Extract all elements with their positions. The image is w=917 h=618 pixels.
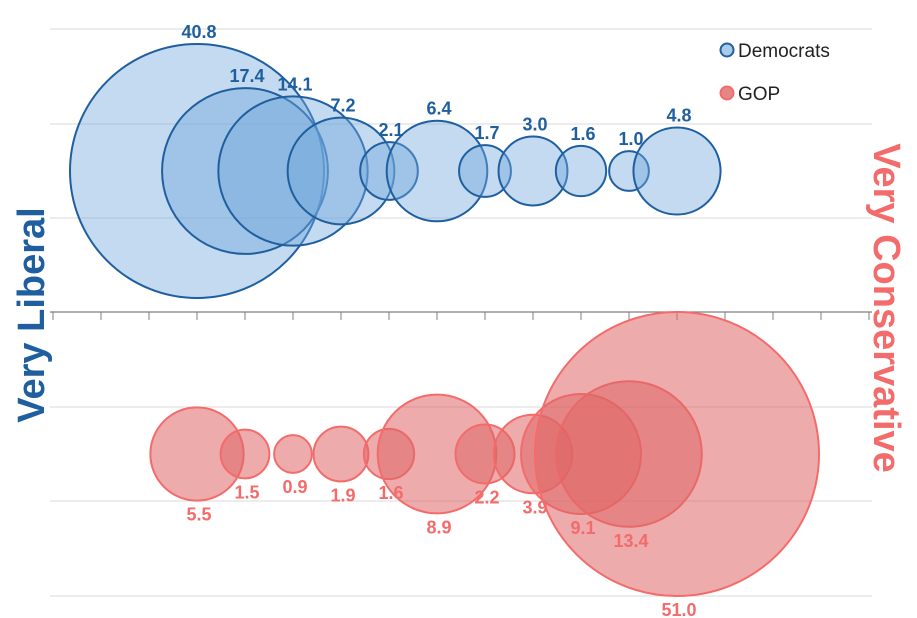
gop-value-label: 1.6 <box>378 483 403 503</box>
gop-value-label: 13.4 <box>613 531 648 551</box>
democrats-bubble <box>608 150 650 192</box>
gop-bubble <box>219 428 271 480</box>
democrats-bubble <box>385 119 489 223</box>
democrats-value-label: 7.2 <box>330 96 355 116</box>
gop-value-label: 9.1 <box>570 518 595 538</box>
value-labels: 40.8 17.4 14.1 7.2 2.1 6.4 1.7 3.0 1.6 1.0 4.8 5.5 1… <box>181 22 696 618</box>
democrats-value-label: 2.1 <box>378 120 403 140</box>
gop-value-label: 0.9 <box>282 477 307 497</box>
gop-value-label: 1.5 <box>234 482 259 502</box>
gop-value-label: 51.0 <box>661 600 696 618</box>
democrats-bubble <box>286 116 396 226</box>
gop-value-label: 5.5 <box>186 505 211 525</box>
democrats-value-label: 6.4 <box>426 99 451 119</box>
legend-marker-gop <box>719 85 735 101</box>
legend-label-gop: GOP <box>738 84 780 105</box>
democrats-value-label: 17.4 <box>229 66 264 86</box>
gop-value-label: 2.2 <box>474 487 499 507</box>
legend-label-democrats: Democrats <box>738 41 830 62</box>
democrats-value-label: 1.6 <box>570 124 595 144</box>
gop-value-label: 3.9 <box>522 497 547 517</box>
democrats-value-label: 1.7 <box>474 123 499 143</box>
gop-bubble <box>312 425 370 483</box>
democrats-bubble <box>217 95 369 247</box>
democrats-bubble <box>458 144 512 198</box>
gop-value-label: 1.9 <box>330 485 355 505</box>
democrats-bubble <box>497 135 569 207</box>
democrats-bubble <box>632 126 722 216</box>
democrats-bubble <box>69 43 325 299</box>
democrats-bubble <box>161 87 329 255</box>
right-axis-label: Very Conservative <box>865 143 907 473</box>
legend: Democrats GOP <box>719 41 830 105</box>
democrats-value-label: 1.0 <box>618 129 643 149</box>
democrats-bubble <box>554 144 608 198</box>
gop-bubbles <box>149 311 820 597</box>
gop-value-label: 8.9 <box>426 517 451 537</box>
gop-bubble <box>534 311 820 597</box>
legend-marker-democrats <box>719 42 735 58</box>
left-axis-label: Very Liberal <box>11 207 53 422</box>
democrats-value-label: 3.0 <box>522 115 547 135</box>
democrats-bubble <box>359 141 419 201</box>
democrats-bubbles <box>69 43 722 299</box>
gop-bubble <box>273 434 313 474</box>
center-axis <box>50 311 872 320</box>
democrats-value-label: 14.1 <box>277 74 312 94</box>
democrats-value-label: 4.8 <box>666 105 691 125</box>
democrats-value-label: 40.8 <box>181 22 216 42</box>
